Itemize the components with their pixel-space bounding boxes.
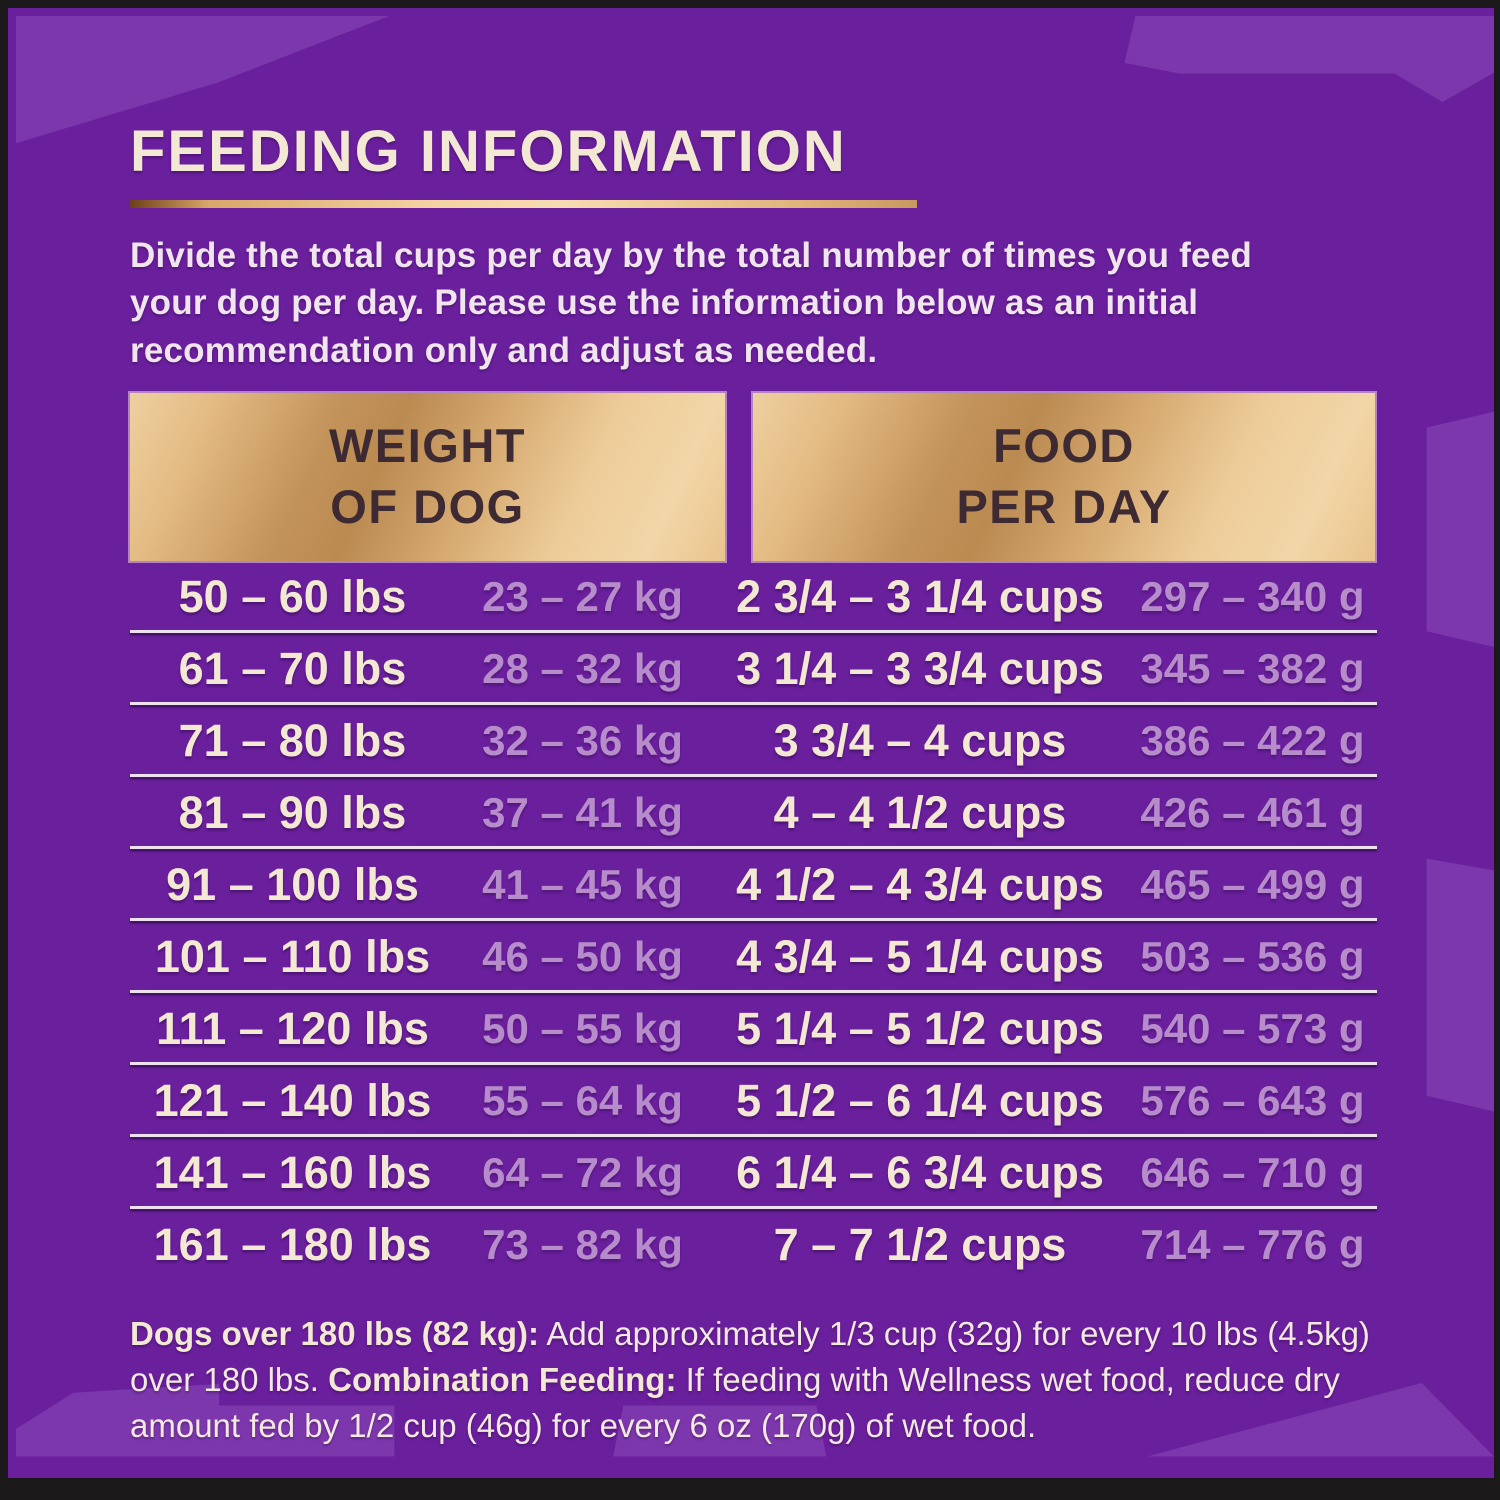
table-row: 81 – 90 lbs 37 – 41 kg 4 – 4 1/2 cups 426 –… <box>130 777 1377 849</box>
weight-kg: 50 – 55 kg <box>482 1004 683 1052</box>
food-grams: 386 – 422 g <box>1140 716 1365 764</box>
footnote-lead-in: Combination Feeding: <box>328 1360 677 1398</box>
food-grams: 345 – 382 g <box>1140 644 1365 692</box>
feeding-table: 50 – 60 lbs 23 – 27 kg 2 3/4 – 3 1/4 cups 2… <box>130 561 1377 1281</box>
weight-kg: 37 – 41 kg <box>482 788 683 836</box>
table-row: 50 – 60 lbs 23 – 27 kg 2 3/4 – 3 1/4 cups 2… <box>130 561 1377 633</box>
footnote-lead-in: Dogs over 180 lbs (82 kg): <box>130 1314 539 1352</box>
food-cups: 3 1/4 – 3 3/4 cups <box>736 642 1104 694</box>
food-cups: 4 3/4 – 5 1/4 cups <box>736 930 1104 982</box>
food-grams: 576 – 643 g <box>1140 1076 1365 1124</box>
food-cups: 4 – 4 1/2 cups <box>773 786 1067 838</box>
weight-lbs: 50 – 60 lbs <box>178 570 407 622</box>
weight-kg: 28 – 32 kg <box>482 644 683 692</box>
table-row: 121 – 140 lbs 55 – 64 kg 5 1/2 – 6 1/4 cup… <box>130 1065 1377 1137</box>
table-row: 91 – 100 lbs 41 – 45 kg 4 1/2 – 4 3/4 cups… <box>130 849 1377 921</box>
food-grams: 503 – 536 g <box>1140 932 1365 980</box>
weight-kg: 32 – 36 kg <box>482 716 683 764</box>
food-cups: 4 1/2 – 4 3/4 cups <box>736 858 1104 910</box>
weight-kg: 73 – 82 kg <box>482 1220 683 1268</box>
weight-kg: 55 – 64 kg <box>482 1076 683 1124</box>
panel-content: FEEDING INFORMATION Divide the total cup… <box>8 8 1494 1449</box>
weight-lbs: 91 – 100 lbs <box>166 858 419 910</box>
food-cups: 5 1/4 – 5 1/2 cups <box>736 1002 1104 1054</box>
food-cups: 6 1/4 – 6 3/4 cups <box>736 1146 1104 1198</box>
footnote-text: Add approximately 1/3 cup (32g) for ever… <box>130 1314 1370 1398</box>
weight-lbs: 81 – 90 lbs <box>178 786 407 838</box>
food-cups: 3 3/4 – 4 cups <box>773 714 1067 766</box>
food-cups: 7 – 7 1/2 cups <box>773 1218 1067 1270</box>
page-title: FEEDING INFORMATION <box>130 119 847 184</box>
food-grams: 426 – 461 g <box>1140 788 1365 836</box>
food-cups: 2 3/4 – 3 1/4 cups <box>736 570 1104 622</box>
food-grams: 540 – 573 g <box>1140 1004 1365 1052</box>
food-grams: 646 – 710 g <box>1140 1148 1365 1196</box>
intro-text: Divide the total cups per day by the tot… <box>130 235 1252 370</box>
column-headers: WEIGHT OF DOG FOOD PER DAY <box>130 392 1377 561</box>
weight-column-header: WEIGHT OF DOG <box>130 392 725 561</box>
weight-lbs: 161 – 180 lbs <box>153 1218 432 1270</box>
table-row: 61 – 70 lbs 28 – 32 kg 3 1/4 – 3 3/4 cups 3… <box>130 633 1377 705</box>
food-column-header: FOOD PER DAY <box>753 392 1375 561</box>
table-row: 141 – 160 lbs 64 – 72 kg 6 1/4 – 6 3/4 cup… <box>130 1137 1377 1209</box>
weight-kg: 23 – 27 kg <box>482 572 683 620</box>
table-row: 111 – 120 lbs 50 – 55 kg 5 1/4 – 5 1/2 cup… <box>130 993 1377 1065</box>
table-row: 161 – 180 lbs 73 – 82 kg 7 – 7 1/2 cups 714… <box>130 1209 1377 1281</box>
food-grams: 465 – 499 g <box>1140 860 1365 908</box>
weight-kg: 41 – 45 kg <box>482 860 683 908</box>
weight-lbs: 101 – 110 lbs <box>154 930 431 982</box>
weight-lbs: 61 – 70 lbs <box>178 642 407 694</box>
weight-lbs: 121 – 140 lbs <box>153 1074 432 1126</box>
table-row: 101 – 110 lbs 46 – 50 kg 4 3/4 – 5 1/4 cup… <box>130 921 1377 993</box>
food-grams: 297 – 340 g <box>1140 572 1365 620</box>
weight-lbs: 141 – 160 lbs <box>153 1146 432 1198</box>
food-cups: 5 1/2 – 6 1/4 cups <box>736 1074 1104 1126</box>
footnote-text: If feeding with Wellness wet food, reduc… <box>130 1360 1340 1444</box>
title-underline <box>130 199 917 208</box>
table-row: 71 – 80 lbs 32 – 36 kg 3 3/4 – 4 cups 386 –… <box>130 705 1377 777</box>
weight-kg: 46 – 50 kg <box>482 932 683 980</box>
weight-kg: 64 – 72 kg <box>482 1148 683 1196</box>
weight-lbs: 111 – 120 lbs <box>156 1002 429 1054</box>
food-grams: 714 – 776 g <box>1140 1220 1365 1268</box>
weight-lbs: 71 – 80 lbs <box>178 714 407 766</box>
footnote: Dogs over 180 lbs (82 kg): Add approxima… <box>130 1311 1377 1450</box>
